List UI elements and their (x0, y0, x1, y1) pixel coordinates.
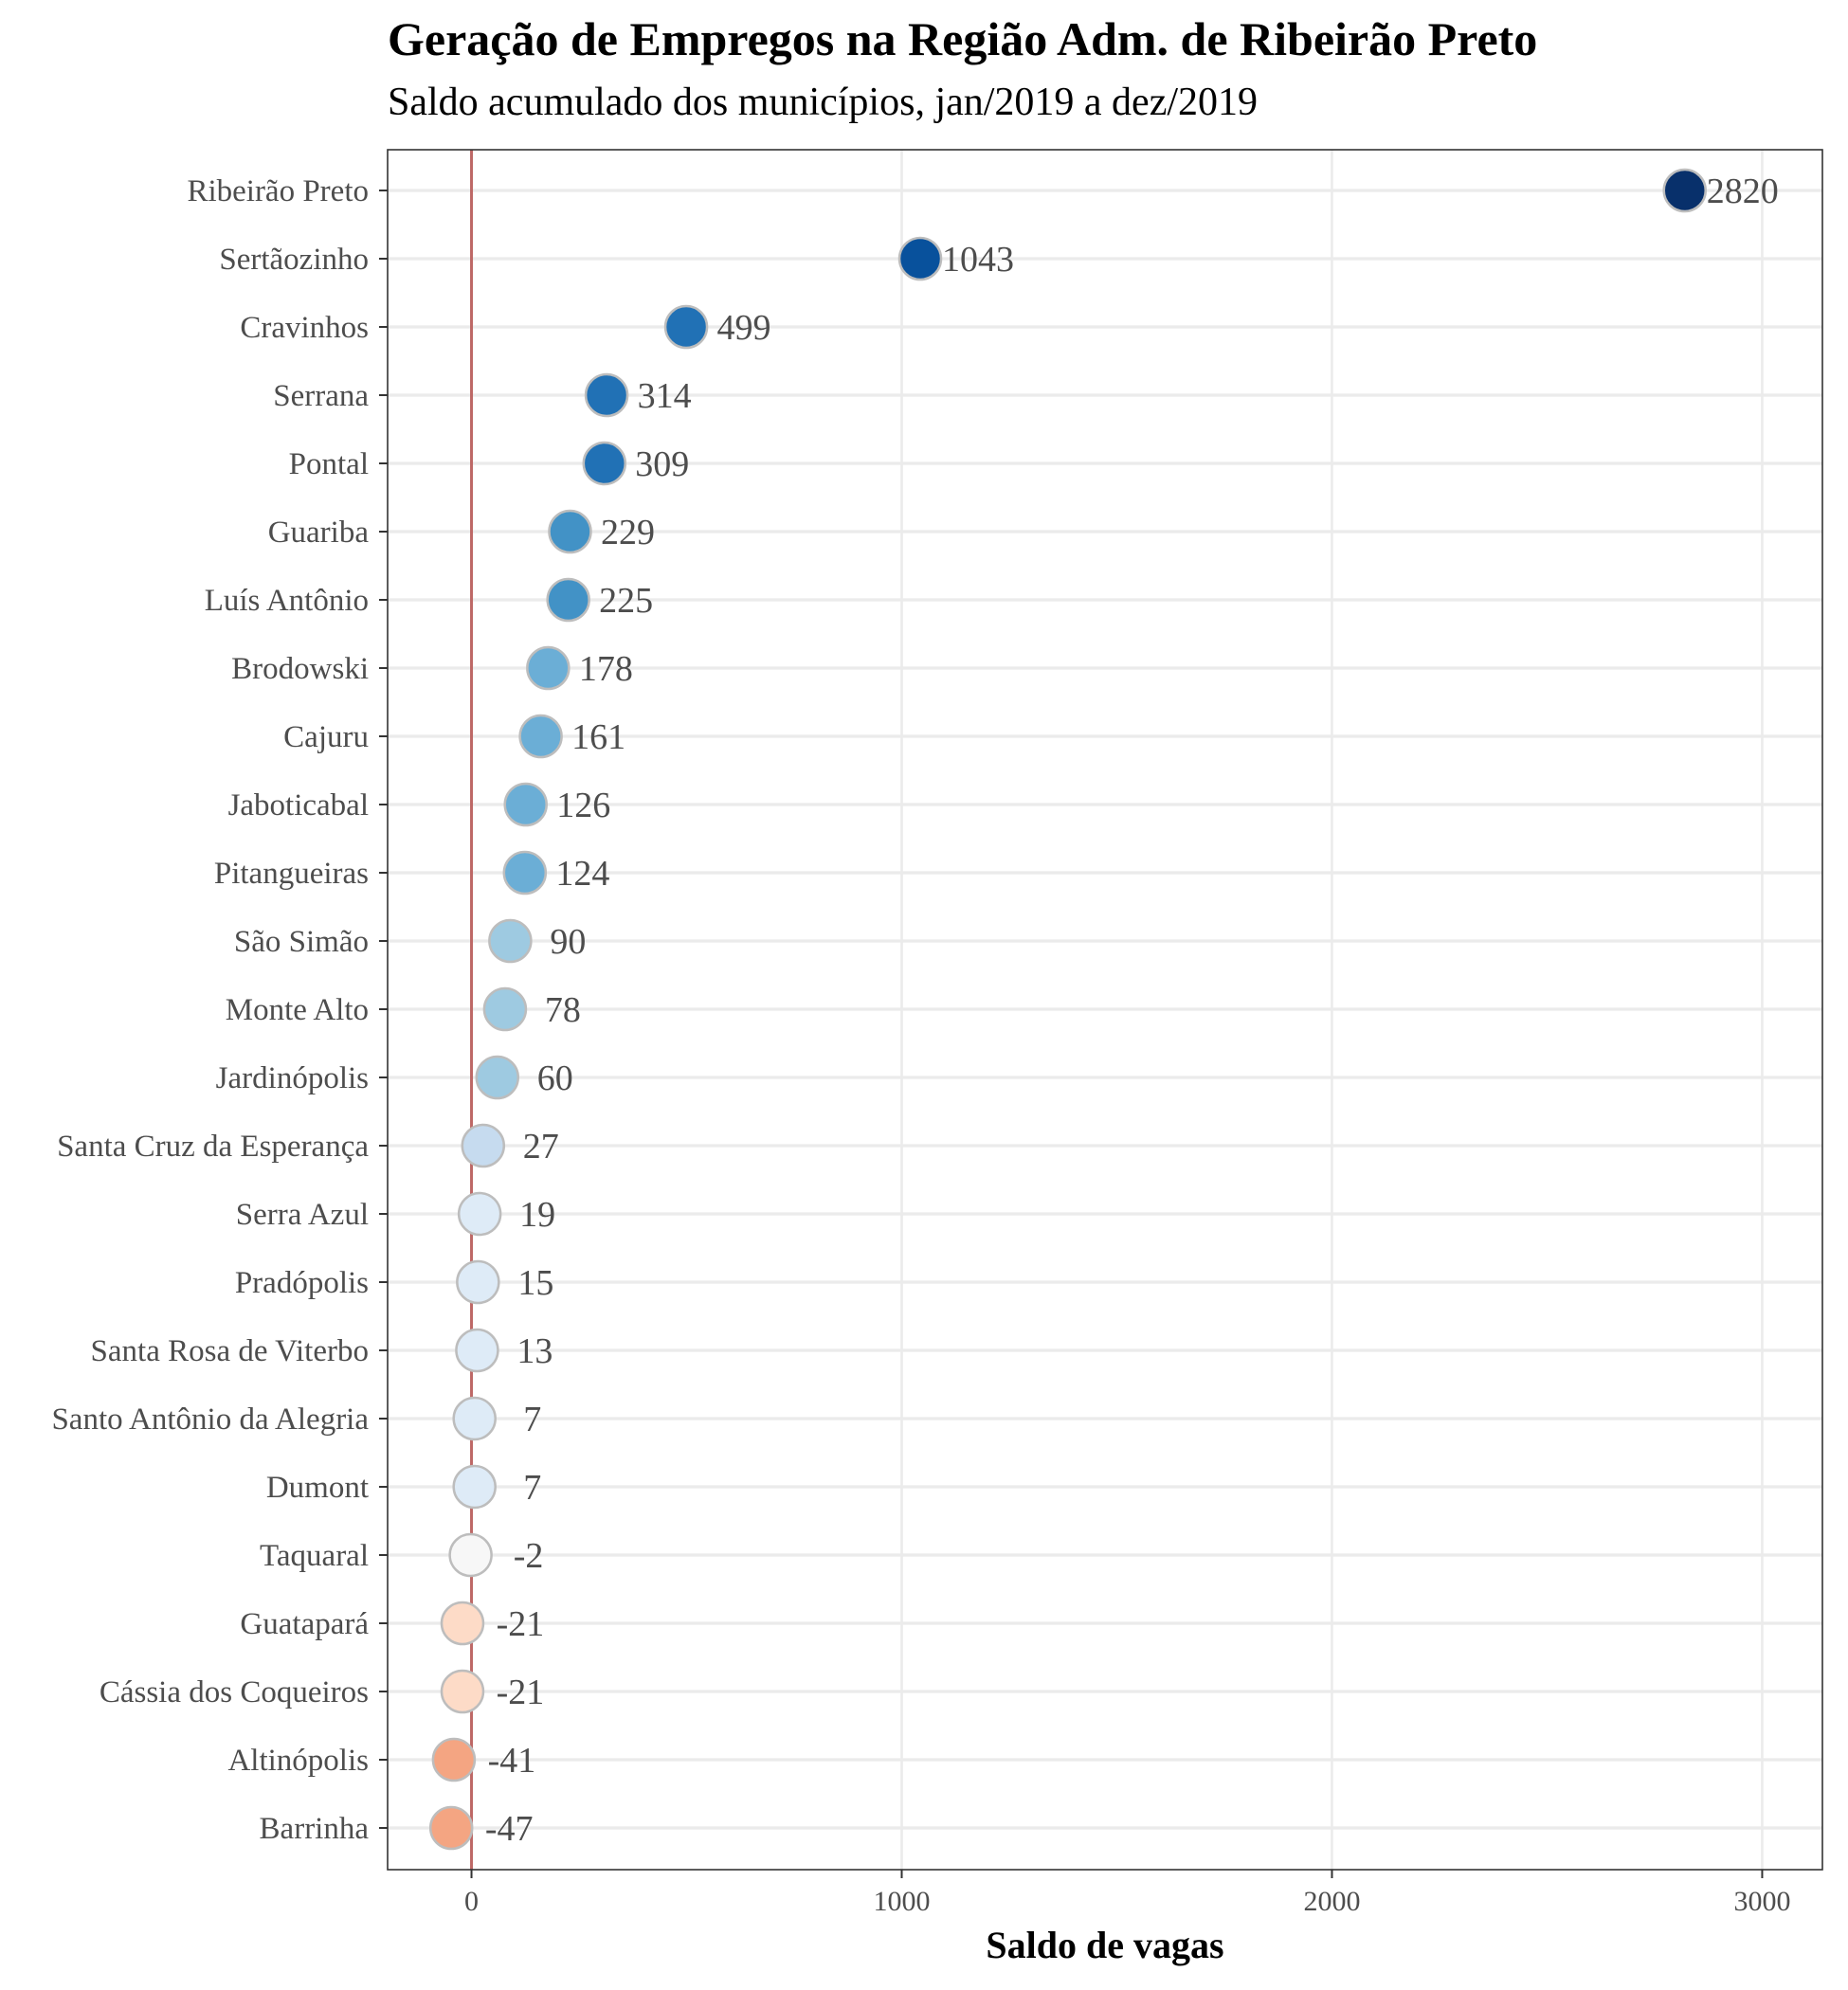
value-label: -41 (488, 1741, 536, 1781)
data-point (482, 986, 528, 1032)
y-tick-label: Guatapará (240, 1607, 369, 1641)
value-label: 7 (523, 1400, 541, 1439)
value-label: 229 (601, 513, 655, 552)
chart-title: Geração de Empregos na Região Adm. de Ri… (388, 12, 1538, 65)
value-label: 161 (571, 717, 625, 757)
x-tick-label: 2000 (1303, 1886, 1360, 1917)
data-point (457, 1191, 502, 1237)
y-tick-label: Jaboticabal (228, 788, 369, 823)
y-tick-label: Monte Alto (226, 993, 369, 1027)
data-point (663, 304, 709, 350)
data-point (502, 850, 548, 896)
y-axis: Ribeirão Preto Sertãozinho Cravinhos Serran… (51, 174, 388, 1846)
y-tick-label: Dumont (266, 1471, 369, 1505)
y-tick-label: São Simão (234, 925, 369, 959)
value-label: 78 (545, 990, 581, 1030)
data-point (584, 372, 629, 418)
value-label: 499 (717, 308, 771, 348)
chart-subtitle: Saldo acumulado dos municípios, jan/2019… (388, 81, 1259, 124)
data-point (452, 1396, 497, 1441)
data-point (448, 1532, 493, 1578)
value-labels-layer: 2820 1043 499 314 309 229 225 178 161 126 124 90 78 6… (485, 172, 1779, 1849)
data-point (461, 1123, 506, 1168)
data-point (475, 1055, 520, 1100)
value-label: -47 (485, 1809, 534, 1849)
data-point (456, 1259, 500, 1305)
y-tick-label: Santa Rosa de Viterbo (91, 1334, 369, 1368)
y-tick-label: Ribeirão Preto (187, 174, 369, 208)
value-label: -21 (497, 1604, 545, 1644)
data-point (546, 577, 590, 623)
y-tick-label: Jardinópolis (216, 1061, 369, 1095)
y-tick-label: Santa Cruz da Esperança (57, 1130, 369, 1164)
data-point (518, 714, 563, 759)
panel-border (387, 149, 1823, 1871)
points-layer (428, 168, 1707, 1851)
y-tick-label: Sertãozinho (219, 243, 369, 277)
value-label: 2820 (1707, 172, 1779, 211)
value-label: -21 (497, 1673, 545, 1712)
y-tick-label: Serrana (273, 379, 369, 413)
data-point (452, 1464, 497, 1510)
data-point (428, 1805, 474, 1851)
data-point (503, 782, 548, 827)
x-tick-label: 0 (464, 1886, 479, 1917)
value-label: -2 (514, 1536, 544, 1576)
y-tick-label: Cajuru (283, 720, 369, 754)
data-point (548, 509, 592, 554)
data-point (1662, 168, 1707, 213)
value-label: 126 (556, 786, 610, 825)
x-tick-label: 1000 (873, 1886, 930, 1917)
value-label: 60 (537, 1058, 573, 1098)
value-label: 27 (523, 1127, 559, 1167)
y-tick-label: Guariba (268, 516, 370, 550)
value-label: 178 (579, 649, 633, 689)
value-label: 7 (523, 1468, 541, 1508)
y-tick-label: Pitangueiras (214, 857, 369, 891)
value-label: 314 (638, 376, 692, 416)
data-point (431, 1737, 477, 1782)
y-tick-label: Cravinhos (240, 311, 369, 345)
y-tick-label: Pontal (289, 447, 369, 481)
data-point (455, 1328, 499, 1373)
value-label: 1043 (942, 240, 1014, 280)
data-point (440, 1669, 485, 1714)
y-tick-label: Barrinha (260, 1812, 370, 1846)
value-label: 13 (516, 1331, 553, 1371)
value-label: 309 (635, 444, 689, 484)
value-label: 225 (599, 581, 653, 621)
x-tick-label: 3000 (1733, 1886, 1790, 1917)
value-label: 124 (555, 854, 609, 894)
data-point (440, 1601, 485, 1646)
data-point (582, 441, 627, 486)
y-tick-label: Cássia dos Coqueiros (100, 1675, 369, 1710)
y-tick-label: Luís Antônio (205, 584, 369, 618)
y-tick-label: Taquaral (260, 1539, 369, 1573)
x-axis-title: Saldo de vagas (986, 1924, 1223, 1966)
value-label: 15 (517, 1263, 553, 1303)
data-point (488, 918, 533, 964)
value-label: 90 (550, 922, 586, 962)
grid-layer (388, 150, 1822, 1870)
value-label: 19 (519, 1195, 555, 1235)
x-axis: 0 1000 2000 3000 (464, 1870, 1790, 1917)
y-tick-label: Altinópolis (227, 1744, 369, 1778)
data-point (526, 645, 571, 691)
y-tick-label: Pradópolis (235, 1266, 369, 1300)
y-tick-label: Brodowski (231, 652, 369, 686)
y-tick-label: Santo Antônio da Alegria (51, 1402, 369, 1437)
y-tick-label: Serra Azul (236, 1198, 369, 1232)
data-point (897, 236, 943, 281)
